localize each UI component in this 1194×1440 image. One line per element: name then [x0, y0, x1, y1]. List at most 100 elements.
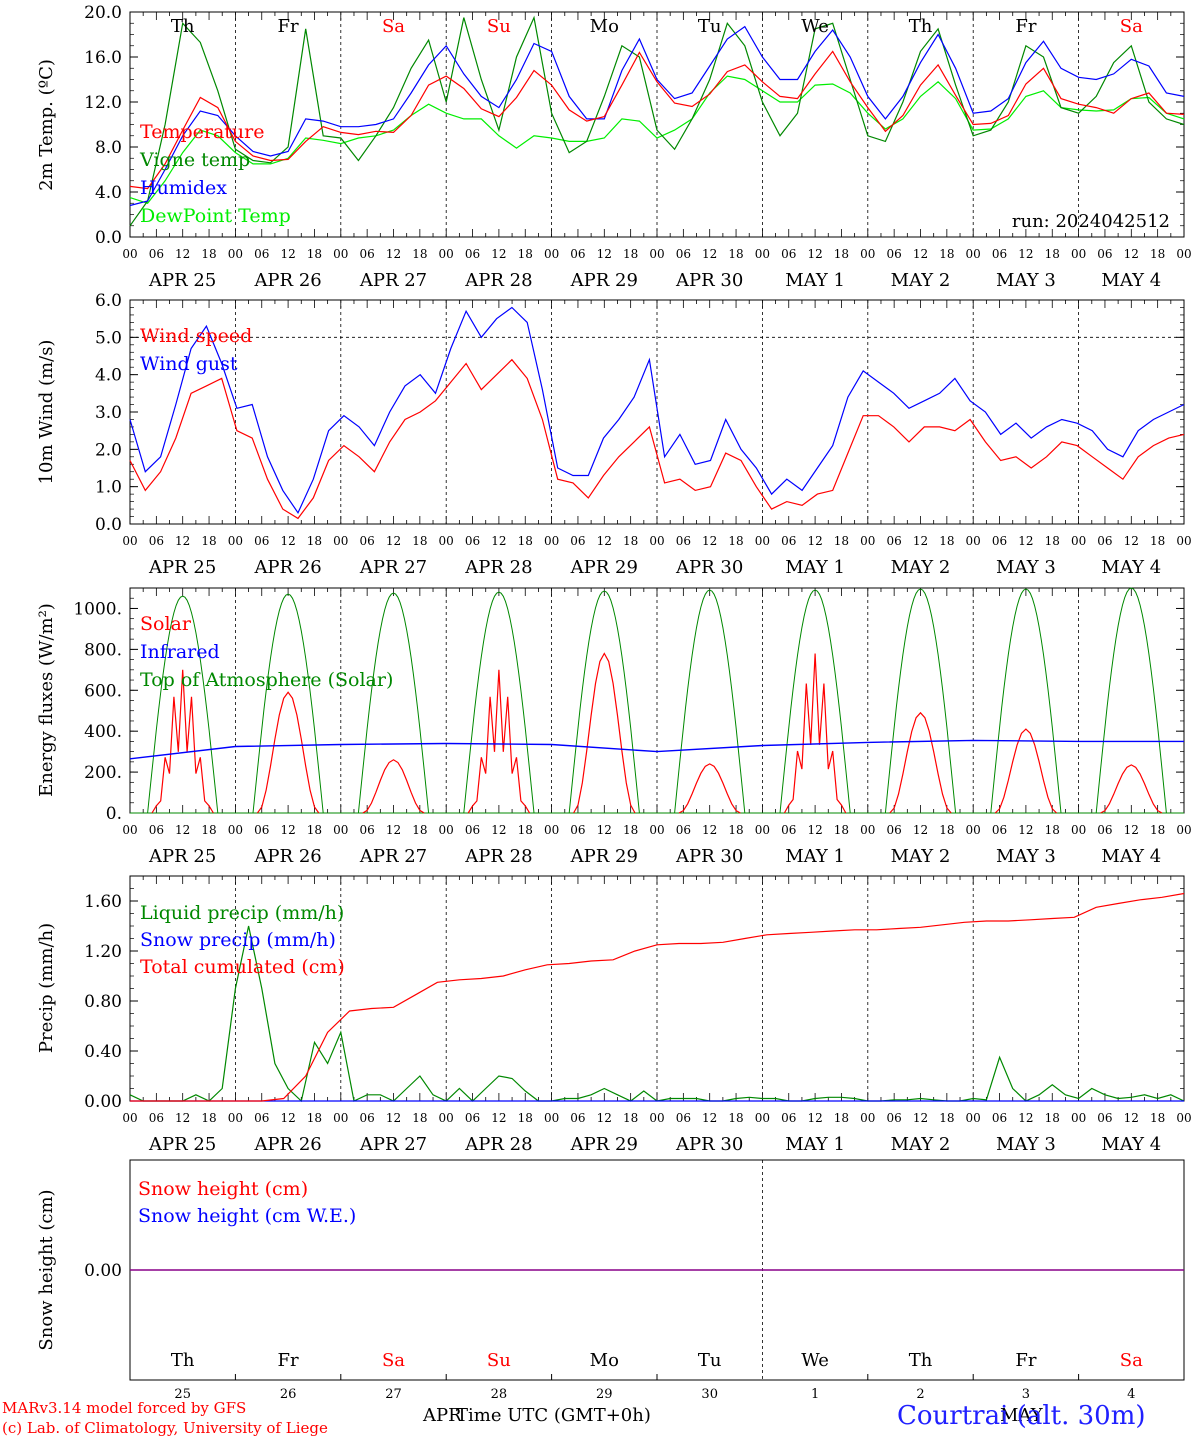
- x-hour-label: 00: [228, 823, 243, 837]
- weekday-label-top: Su: [487, 16, 511, 37]
- x-hour-label: 18: [834, 1111, 849, 1125]
- day-number-label: 3: [1022, 1387, 1030, 1402]
- x-hour-label: 12: [175, 534, 190, 548]
- x-hour-label: 12: [702, 823, 717, 837]
- run-label: run: 2024042512: [1012, 211, 1170, 232]
- x-hour-label: 18: [518, 823, 533, 837]
- x-hour-label: 00: [860, 247, 875, 261]
- y-tick-label: 1.20: [84, 942, 122, 962]
- x-hour-label: 12: [491, 534, 506, 548]
- date-label: APR 27: [359, 846, 427, 867]
- x-hour-label: 06: [254, 823, 269, 837]
- x-hour-label: 06: [465, 823, 480, 837]
- x-hour-label: 00: [1176, 247, 1191, 261]
- x-hour-label: 12: [597, 247, 612, 261]
- y-tick-label: 6.0: [95, 291, 122, 311]
- x-hour-label: 06: [781, 1111, 796, 1125]
- y-tick-label: 600.: [84, 681, 122, 701]
- month-apr-label: APR: [423, 1405, 462, 1426]
- x-hour-label: 18: [307, 1111, 322, 1125]
- x-hour-label: 18: [834, 534, 849, 548]
- legend-snow-height-cm-w-e-: Snow height (cm W.E.): [138, 1205, 356, 1227]
- x-hour-label: 06: [570, 247, 585, 261]
- y-tick-label: 0.80: [84, 992, 122, 1012]
- series-humidex-line: [129, 25, 1185, 207]
- x-hour-label: 18: [728, 823, 743, 837]
- y-tick-label: 20.0: [84, 3, 122, 23]
- x-hour-label: 00: [1176, 1111, 1191, 1125]
- x-hour-label: 18: [1150, 534, 1165, 548]
- x-hour-label: 06: [676, 247, 691, 261]
- x-hour-label: 12: [386, 247, 401, 261]
- y-tick-label: 3.0: [95, 403, 122, 423]
- x-hour-label: 06: [887, 247, 902, 261]
- y-tick-label: 16.0: [84, 48, 122, 68]
- x-hour-label: 06: [992, 247, 1007, 261]
- day-number-label: 28: [491, 1387, 508, 1402]
- date-label: MAY 3: [996, 846, 1056, 867]
- y-axis-title: 10m Wind (m/s): [36, 340, 57, 485]
- x-hour-label: 12: [913, 823, 928, 837]
- weekday-label-bottom: Tu: [698, 1350, 722, 1371]
- date-label: APR 25: [148, 270, 216, 291]
- x-hour-label: 12: [175, 247, 190, 261]
- x-hour-label: 12: [386, 534, 401, 548]
- x-hour-label: 00: [333, 823, 348, 837]
- legend-vigne-temp: Vigne temp: [139, 149, 250, 171]
- x-hour-label: 12: [280, 534, 295, 548]
- x-hour-label: 00: [439, 823, 454, 837]
- day-number-label: 25: [174, 1387, 191, 1402]
- date-label: APR 28: [464, 557, 532, 578]
- x-hour-label: 18: [728, 247, 743, 261]
- series-toa-solar-line: [674, 589, 746, 814]
- date-label: APR 30: [675, 1134, 743, 1155]
- x-hour-label: 06: [781, 534, 796, 548]
- legend-infrared: Infrared: [140, 641, 220, 663]
- x-hour-label: 18: [623, 823, 638, 837]
- legend-top-of-atmosphere-solar-: Top of Atmosphere (Solar): [140, 669, 393, 691]
- model-note: MARv3.14 model forced by GFS: [2, 1399, 247, 1417]
- x-hour-label: 00: [439, 247, 454, 261]
- x-hour-label: 00: [1071, 247, 1086, 261]
- x-hour-label: 00: [649, 1111, 664, 1125]
- x-hour-label: 06: [992, 534, 1007, 548]
- x-hour-label: 18: [939, 1111, 954, 1125]
- x-hour-label: 00: [544, 247, 559, 261]
- date-label: MAY 1: [785, 557, 845, 578]
- x-hour-label: 00: [1071, 534, 1086, 548]
- x-hour-label: 18: [201, 247, 216, 261]
- weekday-label-bottom: Sa: [1120, 1350, 1143, 1371]
- series-toa-solar-line: [252, 593, 324, 814]
- day-number-label: 27: [385, 1387, 402, 1402]
- legend-snow-precip-mm-h-: Snow precip (mm/h): [140, 929, 336, 951]
- x-hour-label: 06: [149, 1111, 164, 1125]
- x-hour-label: 12: [1124, 534, 1139, 548]
- y-tick-label: 12.0: [84, 93, 122, 113]
- y-tick-label: 0.0: [95, 515, 122, 535]
- y-axis-title: 2m Temp. (ºC): [36, 59, 57, 191]
- weekday-label-top: Fr: [1015, 16, 1036, 37]
- series-solar-line: [573, 652, 636, 814]
- x-hour-label: 18: [1045, 247, 1060, 261]
- x-hour-label: 12: [1018, 534, 1033, 548]
- x-hour-label: 06: [992, 1111, 1007, 1125]
- x-hour-label: 06: [570, 534, 585, 548]
- x-hour-label: 12: [1018, 247, 1033, 261]
- x-hour-label: 18: [307, 247, 322, 261]
- day-number-label: 29: [596, 1387, 613, 1402]
- x-hour-label: 06: [360, 823, 375, 837]
- x-hour-label: 06: [254, 1111, 269, 1125]
- y-tick-label: 5.0: [95, 328, 122, 348]
- x-hour-label: 00: [333, 1111, 348, 1125]
- x-hour-label: 00: [544, 823, 559, 837]
- date-label: APR 26: [253, 557, 321, 578]
- x-hour-label: 06: [465, 1111, 480, 1125]
- legend-wind-speed: Wind speed: [140, 325, 252, 347]
- x-hour-label: 18: [834, 247, 849, 261]
- date-label: MAY 4: [1101, 270, 1161, 291]
- x-hour-label: 18: [623, 534, 638, 548]
- series-toa-solar-line: [1095, 587, 1167, 814]
- y-tick-label: 1000.: [73, 599, 122, 619]
- x-hour-label: 18: [307, 534, 322, 548]
- date-label: MAY 4: [1101, 846, 1161, 867]
